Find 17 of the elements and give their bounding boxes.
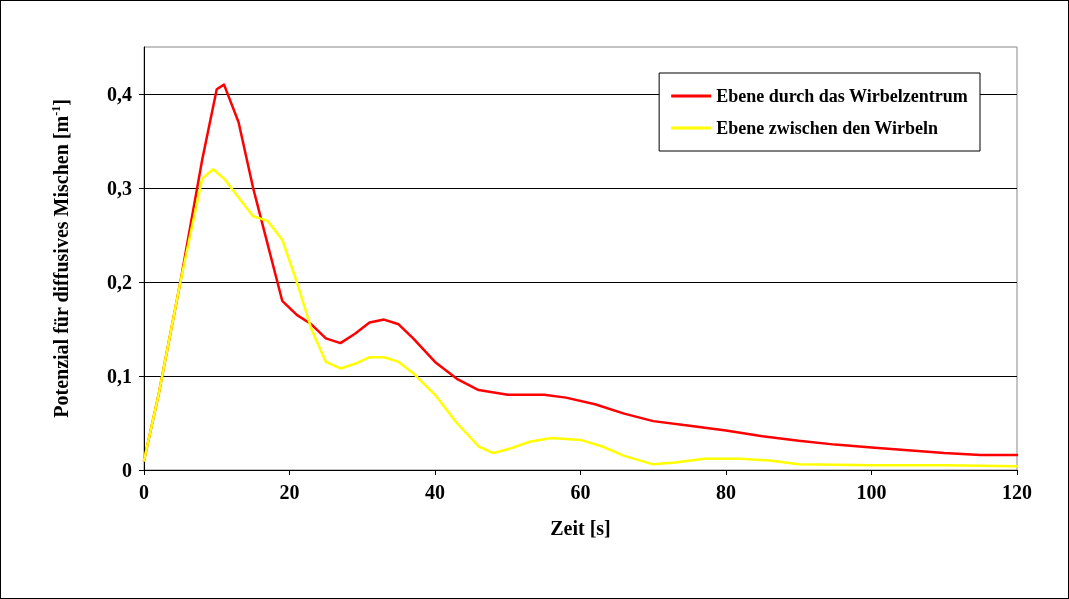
legend-label: Ebene durch das Wirbelzentrum [716, 86, 968, 106]
y-tick-label: 0 [122, 459, 132, 481]
x-tick-label: 0 [139, 481, 149, 503]
y-tick-label: 0,4 [107, 83, 132, 105]
x-axis-title: Zeit [s] [550, 517, 611, 539]
x-tick-label: 120 [1002, 481, 1032, 503]
y-tick-label: 0,1 [107, 365, 132, 387]
x-tick-label: 40 [425, 481, 445, 503]
y-tick-label: 0,2 [107, 271, 132, 293]
y-axis-title: Potenzial für diffusives Mischen [m-1] [49, 99, 72, 418]
y-tick-label: 0,3 [107, 177, 132, 199]
x-tick-label: 80 [716, 481, 736, 503]
x-tick-label: 60 [570, 481, 591, 503]
x-tick-label: 20 [279, 481, 300, 503]
legend-label: Ebene zwischen den Wirbeln [716, 118, 939, 138]
line-series [142, 167, 1019, 468]
x-tick-label: 100 [856, 481, 887, 503]
